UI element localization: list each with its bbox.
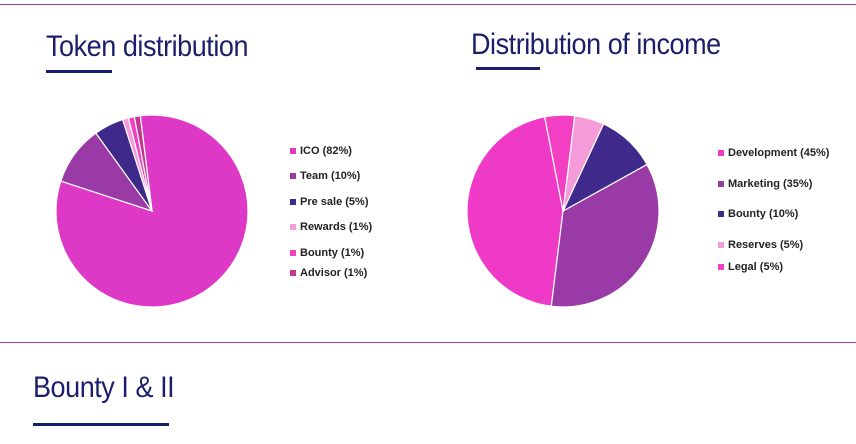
income-distribution-title: Distribution of income xyxy=(471,28,721,61)
legend-swatch xyxy=(290,269,296,276)
legend-swatch xyxy=(290,198,296,205)
token-distribution-pie xyxy=(55,114,249,308)
legend-label: Reserves (5%) xyxy=(728,238,804,251)
section-divider xyxy=(0,342,856,343)
legend-label: Pre sale (5%) xyxy=(300,195,369,208)
legend-label: Rewards (1%) xyxy=(300,221,373,234)
legend-swatch xyxy=(290,147,296,154)
legend-item-rewards: Rewards (1%) xyxy=(290,215,372,241)
legend-item-team: Team (10%) xyxy=(290,164,372,190)
bounty-title-underline xyxy=(33,423,169,426)
legend-swatch xyxy=(718,241,724,248)
legend-item-ico: ICO (82%) xyxy=(290,138,372,164)
token-title-underline xyxy=(46,70,112,73)
legend-label: Legal (5%) xyxy=(728,261,784,273)
legend-swatch xyxy=(718,150,724,157)
legend-label: Advisor (1%) xyxy=(300,266,368,279)
legend-swatch xyxy=(718,264,724,270)
income-title-underline xyxy=(476,67,540,70)
pie-slice-development xyxy=(466,116,564,307)
legend-label: Team (10%) xyxy=(300,170,361,183)
token-distribution-title: Token distribution xyxy=(46,30,249,63)
legend-swatch xyxy=(290,249,296,256)
legend-label: Marketing (35%) xyxy=(728,177,813,190)
legend-item-pre-sale: Pre sale (5%) xyxy=(290,189,372,215)
legend-swatch xyxy=(718,211,724,218)
legend-swatch xyxy=(290,173,296,180)
legend-item-development: Development (45%) xyxy=(718,138,829,169)
pie-slice-legal xyxy=(543,114,576,212)
legend-label: Development (45%) xyxy=(728,147,830,160)
top-divider xyxy=(0,4,856,5)
bounty-section-title: Bounty I & II xyxy=(33,371,175,404)
legend-swatch xyxy=(718,180,724,187)
legend-item-bounty: Bounty (1%) xyxy=(290,240,372,266)
legend-item-marketing: Marketing (35%) xyxy=(718,169,829,200)
token-distribution-legend: ICO (82%) Team (10%) Pre sale (5%) Rewards … xyxy=(290,138,372,280)
legend-label: Bounty (10%) xyxy=(728,208,799,221)
legend-item-legal: Legal (5%) xyxy=(718,260,829,274)
income-distribution-legend: Development (45%) Marketing (35%) Bounty (… xyxy=(718,138,829,274)
legend-label: ICO (82%) xyxy=(300,144,352,157)
income-distribution-pie xyxy=(466,114,660,308)
legend-swatch xyxy=(290,224,296,231)
pie-slice-marketing xyxy=(550,163,660,308)
pie-slice-advisor xyxy=(133,115,153,212)
legend-item-advisor: Advisor (1%) xyxy=(290,266,372,280)
legend-item-bounty: Bounty (10%) xyxy=(718,199,829,230)
legend-item-reserves: Reserves (5%) xyxy=(718,230,829,261)
legend-label: Bounty (1%) xyxy=(300,246,365,259)
